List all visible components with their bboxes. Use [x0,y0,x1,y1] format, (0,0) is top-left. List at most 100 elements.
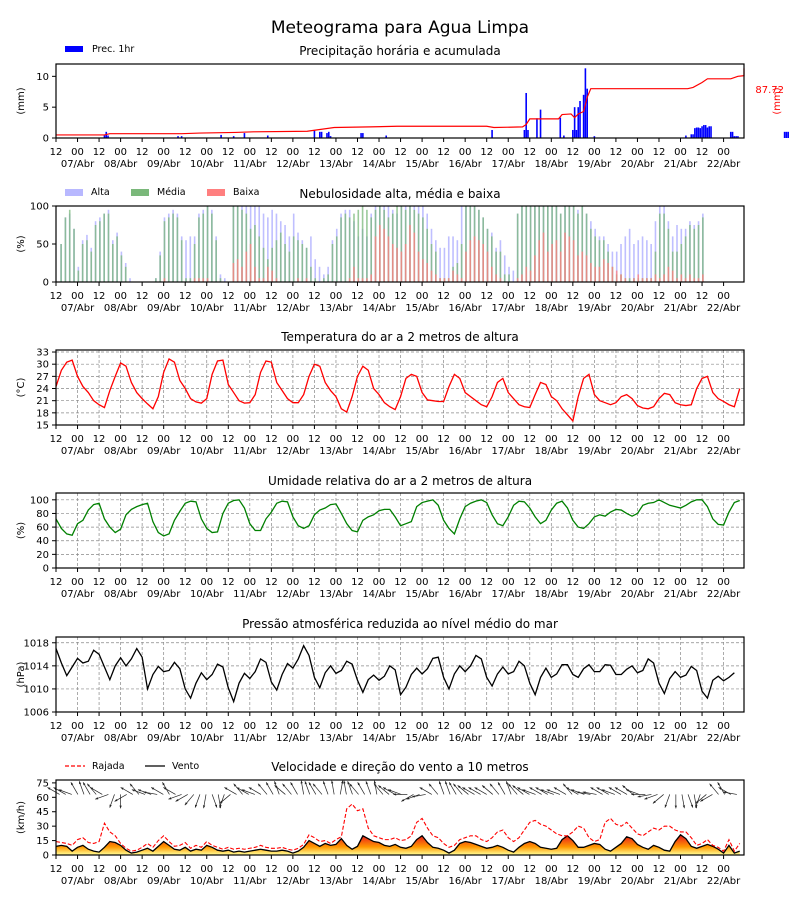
x-tick-label: 12 [351,291,364,302]
wind-arrow-head [453,783,456,787]
legend-label: Rajada [92,761,125,772]
x-tick-label: 00 [287,291,300,302]
wind-arrow-head [373,780,377,784]
cloud-bar-alta [129,278,131,282]
cloud-bar-baixa [193,278,196,282]
cloud-bar-media [559,213,562,282]
cloud-bar-media [361,206,364,282]
cloud-bar-media [508,274,510,282]
y-tick-label: 60 [36,793,49,804]
x-day-label: 07/Abr [61,876,95,887]
cloud-bar-baixa [357,278,360,282]
x-day-label: 13/Abr [319,159,353,170]
cloud-bar-media [370,217,373,282]
x-day-label: 19/Abr [578,159,612,170]
x-day-label: 09/Abr [147,159,181,170]
precip-bar [694,128,696,138]
cloud-bar-baixa [452,270,454,282]
cloud-bar-alta [456,240,459,282]
precip-bar [107,135,109,138]
precip-bar [563,135,565,138]
x-tick-label: 12 [351,434,364,445]
cloud-bar-baixa [577,255,579,282]
cloud-bar-alta [503,255,506,282]
cloud-bar-alta [512,270,515,282]
wind-arrow-head [137,789,141,792]
cloud-bar-baixa [671,270,674,282]
wind-arrow-head [388,789,392,792]
wind-arrow-head [401,799,405,802]
x-tick-label: 00 [287,434,300,445]
x-tick-label: 00 [330,291,343,302]
accumulated-total-label: 87.72 [755,85,784,96]
x-tick-label: 00 [717,577,730,588]
cloud-bar-media [495,251,497,282]
x-day-label: 08/Abr [104,733,138,744]
x-day-label: 08/Abr [104,446,138,457]
x-day-label: 15/Abr [405,589,439,600]
y-tick-label: 15 [36,421,49,432]
cloud-bar-media [236,206,239,282]
cloud-bar-media [73,228,75,282]
cloud-bar-baixa [654,274,657,282]
precip-bar [177,136,179,138]
x-tick-label: 00 [157,721,170,732]
precip-bar [703,125,705,138]
wind-arrow-head [644,797,648,800]
pressure-line [55,644,735,704]
cloud-bar-media [516,213,519,282]
x-tick-label: 00 [243,147,256,158]
panel-clouds: Nebulosidade alta, média e baixa 0 50 100 (%… [16,187,745,314]
cloud-bar-media [422,217,424,282]
cloud-bar-baixa [551,244,553,282]
cloud-bar-alta [641,236,644,282]
wind-arrow-head [457,785,461,789]
x-tick-label: 00 [114,147,127,158]
cloud-bar-media [301,244,304,282]
wind-arrow-head [674,805,678,809]
wind-arrow-head [168,797,172,800]
x-tick-label: 12 [566,577,579,588]
cloud-bar-baixa [396,247,398,282]
x-tick-label: 00 [330,147,343,158]
cloud-bar-media [546,206,549,282]
y-tick-label: 0 [43,278,49,289]
x-day-label: 07/Abr [61,303,95,314]
cloud-bar-media [684,236,687,282]
wind-arrow-head [718,787,722,790]
x-day-label: 11/Abr [233,589,267,600]
cloud-bar-baixa [624,278,627,282]
x-day-label: 19/Abr [578,733,612,744]
cloud-bar-media [103,213,105,282]
x-day-label: 12/Abr [276,876,310,887]
wind-arrow-head [622,785,626,789]
x-day-label: 14/Abr [362,733,396,744]
panel-title: Velocidade e direção do vento a 10 metro… [271,760,528,774]
y-axis-label: (mm) [16,87,27,114]
plot-frame [55,492,745,569]
cloud-bar-baixa [422,259,424,282]
x-tick-label: 00 [287,577,300,588]
x-tick-label: 12 [523,291,536,302]
x-tick-label: 12 [566,434,579,445]
cloud-bar-media [219,278,222,282]
x-tick-label: 00 [330,434,343,445]
wind-arrow-head [614,787,618,790]
wind-arrow-head [241,789,245,792]
x-day-label: 13/Abr [319,589,353,600]
cloud-bar-baixa [370,274,373,282]
y-tick-label: 1010 [24,684,49,695]
x-day-label: 17/Abr [492,876,526,887]
y-tick-label: 18 [36,408,49,419]
legend-swatch [65,189,83,196]
x-day-label: 12/Abr [276,303,310,314]
wind-arrow-head [489,783,493,787]
cloud-bar-media [534,206,536,282]
cloud-bar-media [107,213,110,282]
cloud-bar-baixa [435,274,437,282]
x-day-label: 22/Abr [707,589,741,600]
x-day-label: 14/Abr [362,303,396,314]
cloud-bar-baixa [667,266,670,282]
cloud-bar-baixa [499,278,502,282]
x-tick-label: 12 [437,721,450,732]
